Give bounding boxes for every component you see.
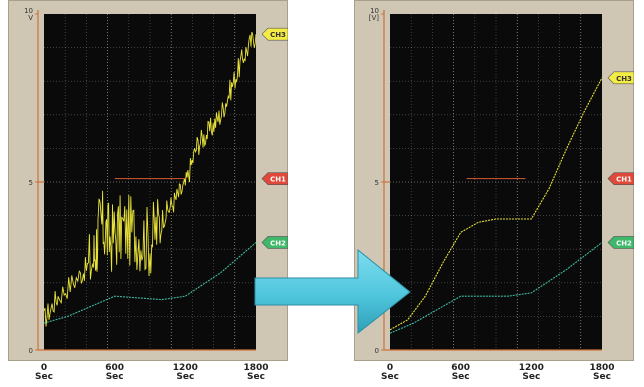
channel-tag-label: CH1 [270, 176, 286, 184]
y-tick-label: 5 [29, 179, 33, 187]
x-tick-label: 600 Sec [105, 363, 124, 382]
channel-tag-label: CH3 [616, 75, 632, 83]
channel-tag-label: CH2 [616, 239, 632, 247]
y-tick-label: 10 [V] [369, 7, 380, 22]
x-tick-label: 1200 Sec [173, 363, 198, 382]
channel-tag-label: CH2 [270, 239, 286, 247]
series-line-ch2 [389, 242, 603, 334]
series-line-ch3 [389, 77, 603, 331]
x-tick-label: 1800 Sec [589, 363, 614, 382]
chart-after-svg: 10 [V] 5 00 Sec 600 Sec 1200 Sec 1800 Sec CH3 CH1 CH2 [354, 0, 635, 382]
x-tick-label: 1200 Sec [519, 363, 544, 382]
chart-before-svg: 10 V 5 00 Sec 600 Sec 1200 Sec 1800 Sec CH3 CH1 CH2 [8, 0, 289, 382]
right-arrow-icon [254, 248, 411, 335]
grid [44, 14, 256, 350]
series-line-ch2 [43, 242, 257, 324]
y-tick-label: 0 [375, 347, 379, 355]
x-tick-label: 0 Sec [35, 363, 53, 382]
x-tick-label: 1800 Sec [243, 363, 268, 382]
chart-after: 10 [V] 5 0 0 Sec 600 Sec 1200 Sec 1800 Sec CH3 CH1 CH2 [354, 0, 635, 383]
y-tick-label: 10 V [24, 7, 33, 22]
y-tick-label: 0 [29, 347, 33, 355]
channel-tag-label: CH1 [616, 176, 632, 184]
x-tick-label: 600 Sec [451, 363, 470, 382]
grid [390, 14, 602, 350]
y-tick-label: 5 [375, 179, 379, 187]
channel-tag-label: CH3 [270, 31, 286, 39]
x-tick-label: 0 Sec [381, 363, 399, 382]
chart-before: 10 V 5 0 0 Sec 600 Sec 1200 Sec 1800 Sec CH3 CH1 CH2 [8, 0, 289, 383]
series-line-ch3 [43, 31, 257, 327]
